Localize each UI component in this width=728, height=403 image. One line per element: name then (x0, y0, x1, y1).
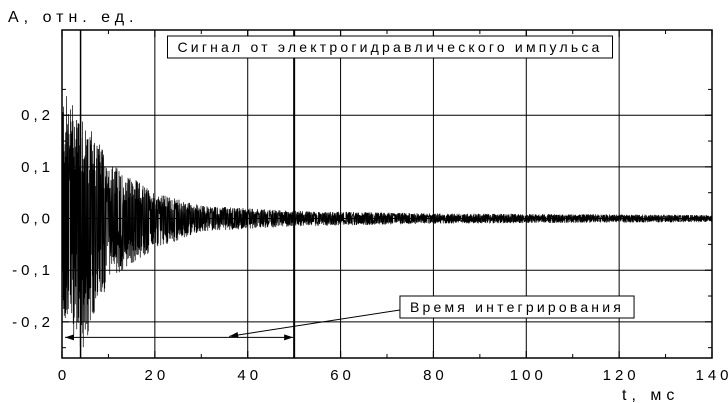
axis-ticks: 0 20 40 60 80 100 120 140 0,2 0,1 0,0 -0,1 -0,2 (12, 30, 728, 384)
integration-arrowhead-left (65, 334, 74, 341)
integration-pointer-arrowhead (229, 332, 239, 338)
x-tick-label-5: 100 (510, 367, 547, 384)
integration-annotation-box (399, 295, 635, 319)
y-axis-title: A, отн. ед. (8, 9, 139, 26)
integration-annotation: Время интегрирования (65, 295, 635, 341)
x-tick-label-7: 140 (695, 367, 728, 384)
signal-annotation-box (166, 35, 614, 59)
y-tick-label-1: 0,1 (21, 159, 54, 176)
y-tick-label-2: 0,0 (21, 211, 54, 228)
x-tick-label-2: 40 (237, 367, 262, 384)
y-tick-label-4: -0,2 (12, 314, 54, 331)
x-tick-label-1: 20 (145, 367, 170, 384)
y-tick-label-0: 0,2 (21, 107, 54, 124)
signal-trace (61, 96, 713, 348)
integration-annotation-text: Время интегрирования (410, 299, 624, 315)
signal-series (61, 96, 713, 348)
y-tick-label-3: -0,1 (12, 262, 54, 279)
signal-annotation: Сигнал от электрогидравлического импульс… (166, 35, 614, 59)
signal-annotation-text: Сигнал от электрогидравлического импульс… (177, 39, 602, 55)
x-tick-label-6: 120 (603, 367, 640, 384)
x-axis-title: t, мс (622, 387, 679, 403)
integration-arrowhead-right (284, 334, 294, 341)
x-tick-label-4: 80 (423, 367, 448, 384)
vertical-markers (79, 30, 296, 358)
integration-pointer-line (229, 309, 401, 337)
x-tick-label-0: 0 (58, 367, 70, 384)
x-tick-label-3: 60 (330, 367, 355, 384)
